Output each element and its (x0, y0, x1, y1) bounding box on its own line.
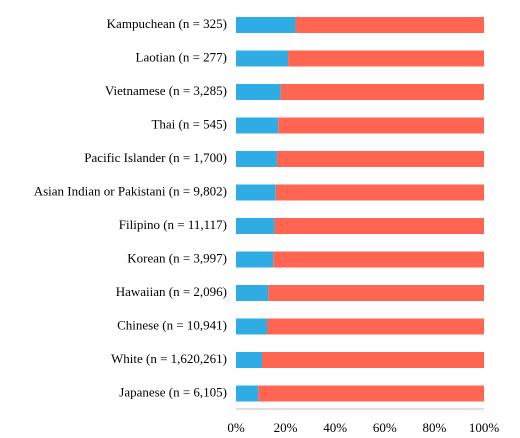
category-label-hawaiian: Hawaiian (n = 2,096) (116, 284, 227, 299)
x-tick-label-40: 40% (323, 420, 347, 435)
bar-segment-1-kampuchean (236, 17, 296, 33)
bar-segment-2-white (262, 352, 484, 368)
bar-segment-1-filipino (236, 218, 275, 234)
bar-segment-2-filipino (274, 218, 484, 234)
category-label-japanese: Japanese (n = 6,105) (119, 384, 227, 399)
bar-segment-2-laotian (288, 50, 484, 67)
bar-segment-2-korean (273, 251, 484, 268)
bar-segment-2-japanese (258, 385, 484, 402)
bar-segment-1-white (236, 352, 263, 368)
bars-layer (236, 17, 484, 402)
bar-segment-1-chinese (236, 318, 267, 335)
bar-segment-2-thai (278, 117, 484, 134)
x-tick-label-0: 0% (227, 420, 245, 435)
category-label-kampuchean: Kampuchean (n = 325) (107, 16, 227, 31)
x-tick-label-20: 20% (274, 420, 298, 435)
bar-segment-1-hawaiian (236, 285, 269, 301)
category-label-chinese: Chinese (n = 10,941) (117, 317, 227, 332)
bar-segment-2-asian-indian-or-pakistani (275, 184, 484, 201)
x-axis: 0% 20% 40% 60% 80% 100% (227, 408, 500, 435)
bar-segment-2-pacific-islander (276, 151, 484, 167)
bar-segment-2-vietnamese (280, 84, 484, 100)
bar-segment-1-laotian (236, 50, 289, 67)
x-tick-label-80: 80% (422, 420, 446, 435)
bar-segment-2-chinese (267, 318, 484, 335)
bar-segment-1-vietnamese (236, 84, 281, 100)
bar-segment-1-korean (236, 251, 274, 268)
category-labels: Kampuchean (n = 325) Laotian (n = 277) Vie… (34, 16, 227, 400)
category-label-laotian: Laotian (n = 277) (136, 49, 227, 64)
x-tick-label-100: 100% (469, 420, 500, 435)
category-label-pacific-islander: Pacific Islander (n = 1,700) (84, 150, 227, 165)
x-tick-label-60: 60% (373, 420, 397, 435)
bar-segment-1-japanese (236, 385, 259, 402)
category-label-korean: Korean (n = 3,997) (127, 250, 227, 265)
bar-segment-1-thai (236, 117, 279, 134)
category-label-filipino: Filipino (n = 11,117) (119, 217, 227, 232)
bar-segment-1-pacific-islander (236, 151, 277, 167)
bar-segment-2-hawaiian (268, 285, 484, 301)
category-label-vietnamese: Vietnamese (n = 3,285) (105, 83, 227, 98)
category-label-asian-indian-or-pakistani: Asian Indian or Pakistani (n = 9,802) (34, 183, 227, 198)
bar-segment-1-asian-indian-or-pakistani (236, 184, 276, 201)
category-label-thai: Thai (n = 545) (151, 116, 227, 131)
bar-segment-2-kampuchean (295, 17, 484, 33)
category-label-white: White (n = 1,620,261) (111, 351, 227, 366)
